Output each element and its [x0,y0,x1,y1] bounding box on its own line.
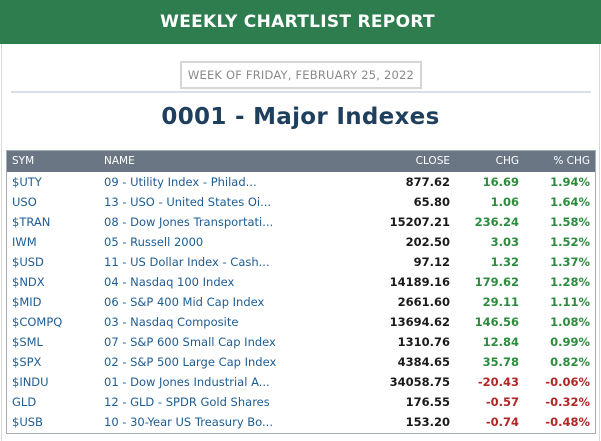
col-header-pct-chg[interactable]: % CHG [553,155,590,167]
name-link[interactable]: 07 - S&P 600 Small Cap Index [104,335,276,349]
name-link[interactable]: 09 - Utility Index - Philad... [104,175,257,189]
change-value: 35.78 [482,355,519,369]
table-row[interactable]: $SML 07 - S&P 600 Small Cap Index 1310.76 1… [7,332,595,352]
percent-change-value: -0.48% [545,415,590,429]
table-row[interactable]: $NDX 04 - Nasdaq 100 Index 14189.16 179.62 1… [7,272,595,292]
col-header-sym[interactable]: SYM [12,155,35,167]
table-row[interactable]: $MID 06 - S&P 400 Mid Cap Index 2661.60 29.… [7,292,595,312]
percent-change-value: 1.37% [550,255,590,269]
symbol-link[interactable]: $SML [12,335,43,349]
table-row[interactable]: GLD 12 - GLD - SPDR Gold Shares 176.55 -0.5… [7,392,595,412]
name-link[interactable]: 06 - S&P 400 Mid Cap Index [104,295,265,309]
close-value: 176.55 [405,395,450,409]
col-header-chg[interactable]: CHG [495,155,519,167]
divider [11,91,591,93]
symbol-link[interactable]: GLD [12,395,37,409]
table-row[interactable]: USO 13 - USO - United States Oi... 65.80 1.… [7,192,595,212]
table-row[interactable]: $USD 11 - US Dollar Index - Cash... 97.12 1… [7,252,595,272]
close-value: 14189.16 [389,275,450,289]
symbol-link[interactable]: $NDX [12,275,45,289]
table-row[interactable]: $INDU 01 - Dow Jones Industrial A... 34058… [7,372,595,392]
percent-change-value: 1.52% [550,235,590,249]
table-row[interactable]: IWM 05 - Russell 2000 202.50 3.03 1.52% [7,232,595,252]
percent-change-value: 1.08% [550,315,590,329]
table-row[interactable]: $COMPQ 03 - Nasdaq Composite 13694.62 146.5… [7,312,595,332]
close-value: 13694.62 [389,315,450,329]
symbol-link[interactable]: $UTY [12,175,42,189]
symbol-link[interactable]: $USB [12,415,43,429]
change-value: 12.84 [482,335,519,349]
close-value: 1310.76 [397,335,450,349]
close-value: 15207.21 [389,215,450,229]
symbol-link[interactable]: $USD [12,255,44,269]
percent-change-value: 1.58% [550,215,590,229]
close-value: 877.62 [405,175,450,189]
name-link[interactable]: 01 - Dow Jones Industrial A... [104,375,270,389]
close-value: 97.12 [413,255,450,269]
close-value: 153.20 [405,415,450,429]
change-value: 29.11 [482,295,519,309]
change-value: -0.57 [485,395,519,409]
change-value: 146.56 [474,315,519,329]
name-link[interactable]: 10 - 30-Year US Treasury Bo... [104,415,273,429]
percent-change-value: 1.94% [550,175,590,189]
table-row[interactable]: $UTY 09 - Utility Index - Philad... 877.62… [7,172,595,192]
symbol-link[interactable]: $MID [12,295,42,309]
close-value: 34058.75 [389,375,450,389]
table-header: SYM NAME CLOSE CHG % CHG [7,151,595,172]
change-value: 1.06 [490,195,519,209]
symbol-link[interactable]: $SPX [12,355,42,369]
change-value: 179.62 [474,275,519,289]
percent-change-value: -0.06% [545,375,590,389]
close-value: 65.80 [413,195,450,209]
percent-change-value: 1.28% [550,275,590,289]
report-title: WEEKLY CHARTLIST REPORT [160,12,435,32]
symbol-link[interactable]: USO [12,195,37,209]
name-link[interactable]: 11 - US Dollar Index - Cash... [104,255,270,269]
table-body: $UTY 09 - Utility Index - Philad... 877.62… [7,172,595,432]
name-link[interactable]: 12 - GLD - SPDR Gold Shares [104,395,270,409]
close-value: 202.50 [405,235,450,249]
change-value: 1.32 [490,255,519,269]
percent-change-value: 1.64% [550,195,590,209]
change-value: -20.43 [477,375,519,389]
close-value: 2661.60 [397,295,450,309]
table-row[interactable]: $USB 10 - 30-Year US Treasury Bo... 153.20… [7,412,595,432]
report-header: WEEKLY CHARTLIST REPORT [0,0,601,44]
name-link[interactable]: 13 - USO - United States Oi... [104,195,272,209]
change-value: -0.74 [485,415,519,429]
col-header-close[interactable]: CLOSE [415,155,450,167]
percent-change-value: 0.82% [550,355,590,369]
change-value: 16.69 [482,175,519,189]
week-label: WEEK OF FRIDAY, FEBRUARY 25, 2022 [180,61,422,89]
name-link[interactable]: 04 - Nasdaq 100 Index [104,275,235,289]
percent-change-value: -0.32% [545,395,590,409]
percent-change-value: 0.99% [550,335,590,349]
symbol-link[interactable]: IWM [12,235,37,249]
change-value: 236.24 [474,215,519,229]
table-row[interactable]: $SPX 02 - S&P 500 Large Cap Index 4384.65 3… [7,352,595,372]
name-link[interactable]: 05 - Russell 2000 [104,235,204,249]
col-header-name[interactable]: NAME [104,155,135,167]
close-value: 4384.65 [397,355,450,369]
chartlist-table: SYM NAME CLOSE CHG % CHG $UTY 09 - Utilit… [6,150,596,434]
symbol-link[interactable]: $TRAN [12,215,51,229]
change-value: 3.03 [490,235,519,249]
chartlist-title: 0001 - Major Indexes [161,104,440,130]
symbol-link[interactable]: $COMPQ [12,315,63,329]
name-link[interactable]: 02 - S&P 500 Large Cap Index [104,355,277,369]
name-link[interactable]: 03 - Nasdaq Composite [104,315,239,329]
name-link[interactable]: 08 - Dow Jones Transportati... [104,215,274,229]
symbol-link[interactable]: $INDU [12,375,49,389]
table-row[interactable]: $TRAN 08 - Dow Jones Transportati... 15207… [7,212,595,232]
percent-change-value: 1.11% [550,295,590,309]
report-frame [1,44,600,441]
